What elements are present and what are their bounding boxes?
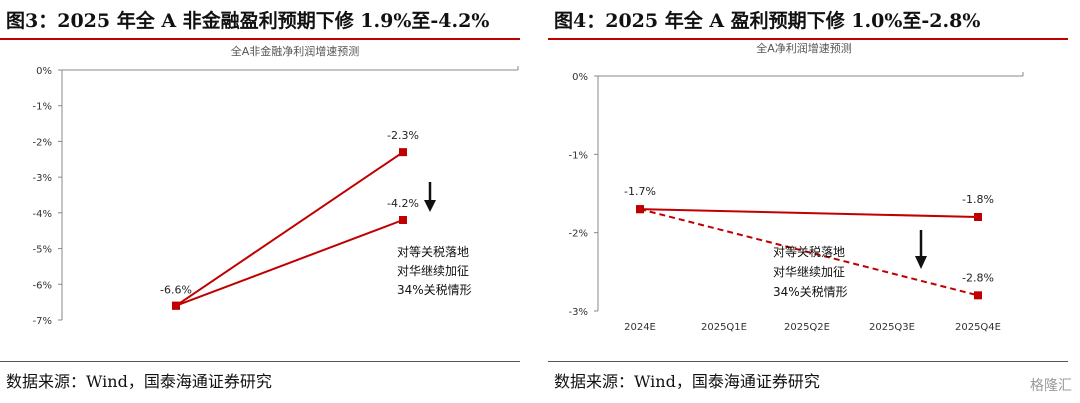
data-label-right: -1.8% <box>962 193 994 206</box>
series-line-left-0 <box>175 151 404 307</box>
y-tick-label-left: -3% <box>33 173 52 184</box>
annotation-line-left: 对等关税落地 <box>397 245 469 259</box>
x-tick-label-right: 2025Q4E <box>955 322 1001 333</box>
annotation-line-right: 对华继续加征 <box>773 265 845 279</box>
data-point-marker-left <box>399 216 407 224</box>
title-divider-left <box>0 38 520 40</box>
data-point-marker-right <box>974 291 982 300</box>
figure-title-left: 图3：2025 年全 A 非金融盈利预期下修 1.9%至-4.2% <box>6 10 490 32</box>
data-point-marker-right <box>636 205 644 214</box>
source-divider-left <box>0 361 520 362</box>
chart-title-left: 全A非金融净利润增速预测 <box>231 44 360 58</box>
series-line-left-1 <box>175 219 404 307</box>
y-tick-label-right: -1% <box>569 150 588 161</box>
series-line-right-0 <box>639 208 979 218</box>
y-tick-label-left: -1% <box>33 102 52 113</box>
y-tick-label-left: -4% <box>33 209 52 220</box>
annotation-line-right: 对等关税落地 <box>773 245 845 259</box>
data-point-marker-left <box>399 148 407 157</box>
figure-panel-left: 图3：2025 年全 A 非金融盈利预期下修 1.9%至-4.2% 全A非金融净… <box>0 0 520 403</box>
chart-left: 全A非金融净利润增速预测 0% -1% -2% -3% -4% -5% -6% -7% -6.6%… <box>33 44 519 327</box>
y-tick-label-left: 0% <box>36 66 52 77</box>
down-arrow-head-left <box>424 200 436 212</box>
y-tick-label-right: -3% <box>569 307 588 318</box>
x-tick-label-right: 2025Q2E <box>784 322 830 333</box>
annotation-line-right: 34%关税情形 <box>773 285 848 299</box>
y-tick-label-left: -2% <box>33 137 52 148</box>
data-label-left: -6.6% <box>160 284 192 297</box>
x-tick-label-right: 2025Q1E <box>701 322 747 333</box>
figure-title-right: 图4：2025 年全 A 盈利预期下修 1.0%至-2.8% <box>554 10 981 32</box>
source-note-right: 数据来源：Wind，国泰海通证券研究 <box>554 372 820 391</box>
chart-title-right: 全A净利润增速预测 <box>756 41 852 55</box>
figure-panel-right: 图4：2025 年全 A 盈利预期下修 1.0%至-2.8% 全A净利润增速预测… <box>548 0 1068 403</box>
y-tick-label-right: -2% <box>569 229 588 240</box>
source-divider-right <box>548 361 1068 362</box>
watermark-logo: 格隆汇 <box>1030 378 1072 394</box>
source-note-left: 数据来源：Wind，国泰海通证券研究 <box>6 372 272 391</box>
annotation-line-left: 对华继续加征 <box>397 264 469 278</box>
title-divider-right <box>548 38 1068 40</box>
down-arrow-head-right <box>915 256 927 269</box>
data-label-left: -4.2% <box>387 197 419 210</box>
y-tick-label-left: -6% <box>33 280 52 291</box>
chart-right: 全A净利润增速预测 0% -1% -2% -3% 2024E 2025Q1E 2025Q2E 2… <box>569 41 1024 333</box>
data-point-marker-left <box>172 301 180 310</box>
y-tick-label-right: 0% <box>572 72 588 83</box>
x-tick-label-right: 2025Q3E <box>869 322 915 333</box>
data-label-right: -1.7% <box>624 185 656 198</box>
series-line-right-1 <box>639 208 979 297</box>
y-tick-label-left: -7% <box>33 316 52 327</box>
data-label-left: -2.3% <box>387 129 419 142</box>
y-tick-label-left: -5% <box>33 245 52 256</box>
x-tick-label-right: 2024E <box>624 322 656 333</box>
data-label-right: -2.8% <box>962 271 994 284</box>
annotation-line-left: 34%关税情形 <box>397 283 472 297</box>
data-point-marker-right <box>974 213 982 221</box>
